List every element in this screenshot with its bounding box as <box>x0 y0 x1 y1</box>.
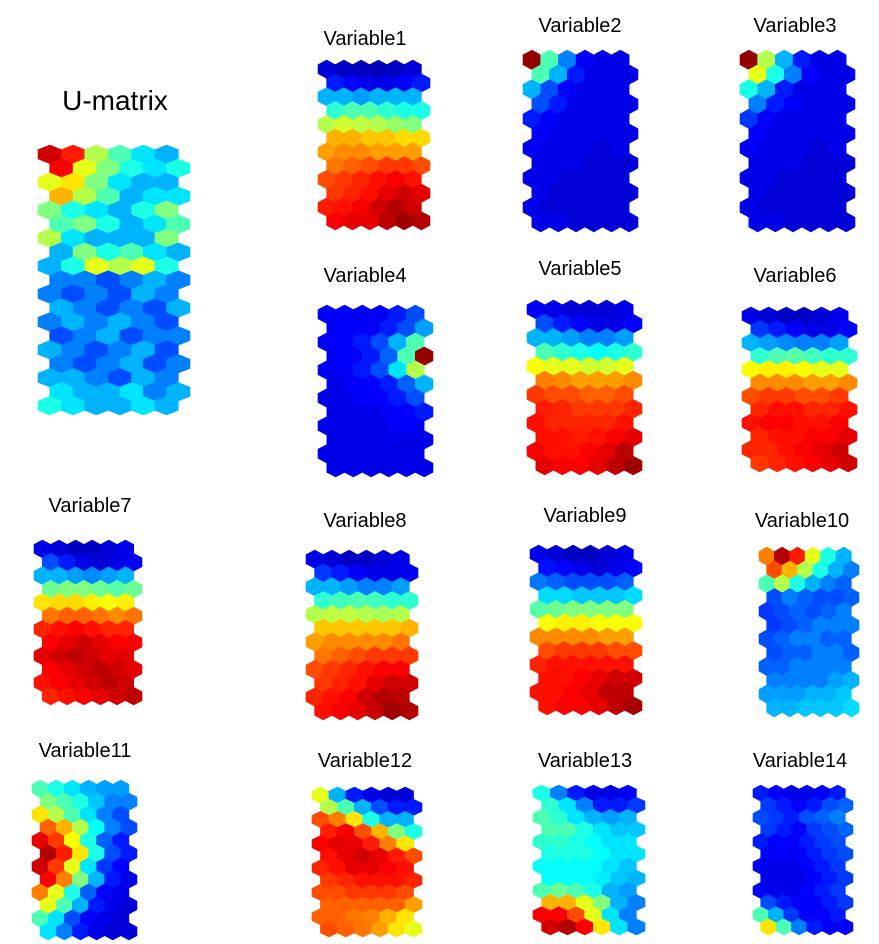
hex-cell <box>837 918 854 936</box>
panel-variable12: Variable12 <box>290 745 440 944</box>
hex-cell <box>843 698 860 718</box>
panel-title: Variable4 <box>323 265 407 287</box>
panel-title: Variable7 <box>48 495 132 517</box>
som-map-variable6 <box>741 306 858 473</box>
hex-cell <box>415 458 434 478</box>
som-map-variable12 <box>311 786 423 938</box>
som-map-umatrix <box>37 144 191 416</box>
panel-variable2: Variable2 <box>505 10 655 235</box>
panel-title: Variable5 <box>538 258 622 280</box>
som-map-variable5 <box>526 299 643 476</box>
hex-cell <box>400 701 419 721</box>
panel-variable9: Variable9 <box>505 505 665 720</box>
som-map-variable9 <box>529 544 643 716</box>
som-map-variable14 <box>752 784 854 936</box>
hex-cell <box>627 918 646 936</box>
hex-cell <box>624 455 643 476</box>
panel-variable3: Variable3 <box>720 10 870 235</box>
hex-cell <box>120 922 138 941</box>
panel-title: Variable11 <box>38 740 132 762</box>
panel-title: Variable9 <box>543 505 627 527</box>
panel-variable6: Variable6 <box>720 265 870 480</box>
panel-title: Variable2 <box>538 15 622 37</box>
hex-cell <box>154 396 179 416</box>
som-map-variable13 <box>532 784 646 936</box>
panel-title: Variable6 <box>753 265 837 287</box>
hex-cell <box>404 920 423 938</box>
panel-title: Variable10 <box>754 510 850 532</box>
panel-umatrix: U-matrix <box>20 80 210 430</box>
panel-variable10: Variable10 <box>725 505 879 720</box>
som-map-variable2 <box>522 49 639 233</box>
panel-variable1: Variable1 <box>290 20 440 240</box>
som-map-variable10 <box>758 546 860 718</box>
som-map-variable1 <box>317 59 431 231</box>
som-map-variable4 <box>317 304 434 478</box>
panel-title: Variable3 <box>753 15 837 37</box>
hex-cell <box>412 211 431 231</box>
hex-cell <box>125 686 143 706</box>
panel-variable13: Variable13 <box>505 745 665 944</box>
panel-variable14: Variable14 <box>725 745 875 944</box>
som-map-variable7 <box>33 539 143 706</box>
panel-title: Variable13 <box>537 750 633 772</box>
panel-variable7: Variable7 <box>10 495 170 710</box>
panel-variable11: Variable11 <box>5 735 165 944</box>
panel-variable5: Variable5 <box>505 258 655 480</box>
panel-title: Variable1 <box>323 28 407 50</box>
panel-variable4: Variable4 <box>290 265 440 480</box>
panel-title: Variable14 <box>752 750 848 772</box>
panel-title: Variable8 <box>323 510 407 532</box>
som-map-variable11 <box>31 779 138 941</box>
som-map-variable8 <box>305 549 419 721</box>
hex-cell <box>837 212 856 233</box>
panel-title: Variable12 <box>317 750 413 772</box>
panel-title: U-matrix <box>62 85 168 116</box>
hex-cell <box>839 453 858 473</box>
panel-variable8: Variable8 <box>290 505 440 721</box>
som-map-variable3 <box>739 49 856 233</box>
hex-cell <box>620 212 639 233</box>
hex-cell <box>624 696 643 716</box>
